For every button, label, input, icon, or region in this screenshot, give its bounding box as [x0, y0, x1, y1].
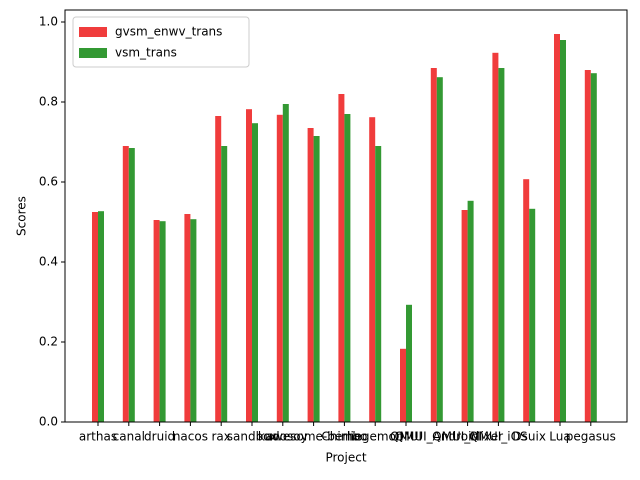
bar: [92, 212, 98, 422]
axes-frame: [64, 9, 628, 423]
bar: [529, 208, 536, 422]
x-tick-label: awesome-berlin: [266, 430, 362, 444]
y-tick-label: 0.4: [39, 255, 58, 269]
bar: [560, 40, 566, 422]
x-tick-label: canal: [113, 430, 145, 444]
bar: [153, 220, 160, 422]
y-tick-label: 1.0: [39, 15, 58, 29]
x-tick-label: arthas: [79, 430, 117, 444]
bar: [122, 146, 129, 422]
bar: [400, 348, 406, 422]
bar: [498, 68, 505, 422]
bar: [313, 136, 320, 422]
legend-swatch: [79, 48, 107, 58]
y-tick-label: 0.2: [39, 335, 58, 349]
x-tick-label: nacos: [173, 430, 208, 444]
bar: [128, 148, 135, 422]
x-tick-label: hegemon: [347, 430, 404, 444]
bar: [430, 68, 437, 422]
bar: [344, 114, 351, 422]
bar: [159, 221, 166, 422]
x-tick-label: kudosoy: [258, 430, 308, 444]
legend-swatch: [79, 27, 107, 37]
x-tick-label: druid: [144, 430, 175, 444]
x-tick-label: QMUI_Mixer: [432, 430, 503, 444]
bar: [338, 94, 345, 422]
bar: [467, 200, 474, 422]
x-tick-label: QMUI: [390, 430, 422, 444]
bar: [98, 211, 104, 422]
y-tick-label: 0.0: [39, 415, 58, 429]
bar: [436, 77, 443, 422]
bar: [184, 214, 191, 422]
bar: [492, 52, 499, 423]
x-tick-label: QMUI_iOS: [469, 430, 528, 444]
bar: [523, 179, 530, 422]
bar: [190, 219, 197, 422]
y-tick-label: 0.6: [39, 175, 58, 189]
bar: [461, 210, 468, 422]
x-tick-label: rax: [212, 430, 231, 444]
legend-box: [72, 16, 250, 68]
bar: [215, 116, 222, 422]
legend-label: vsm_trans: [115, 46, 177, 60]
bar: [276, 114, 283, 423]
bar: [246, 109, 252, 422]
x-tick-label: Chimbo: [321, 430, 367, 444]
x-axis-label: Project: [325, 451, 366, 465]
x-tick-label: Dsuix: [512, 430, 546, 444]
bar: [252, 123, 258, 422]
legend-label: gvsm_enwv_trans: [115, 25, 222, 39]
bar: [369, 117, 376, 422]
bar: [590, 73, 597, 422]
bar: [406, 304, 412, 422]
bar: [584, 70, 591, 422]
bar: [307, 128, 314, 422]
x-tick-label: sandbox: [227, 430, 278, 444]
y-tick-label: 0.8: [39, 95, 58, 109]
bar: [375, 146, 382, 422]
y-axis-label: Scores: [15, 196, 29, 236]
bar: [282, 104, 289, 422]
x-tick-label: Lua: [549, 430, 570, 444]
bar: [554, 34, 560, 422]
x-tick-label: QMUI_Android: [395, 430, 480, 444]
x-tick-label: pegasus: [566, 430, 616, 444]
bar: [221, 146, 228, 422]
